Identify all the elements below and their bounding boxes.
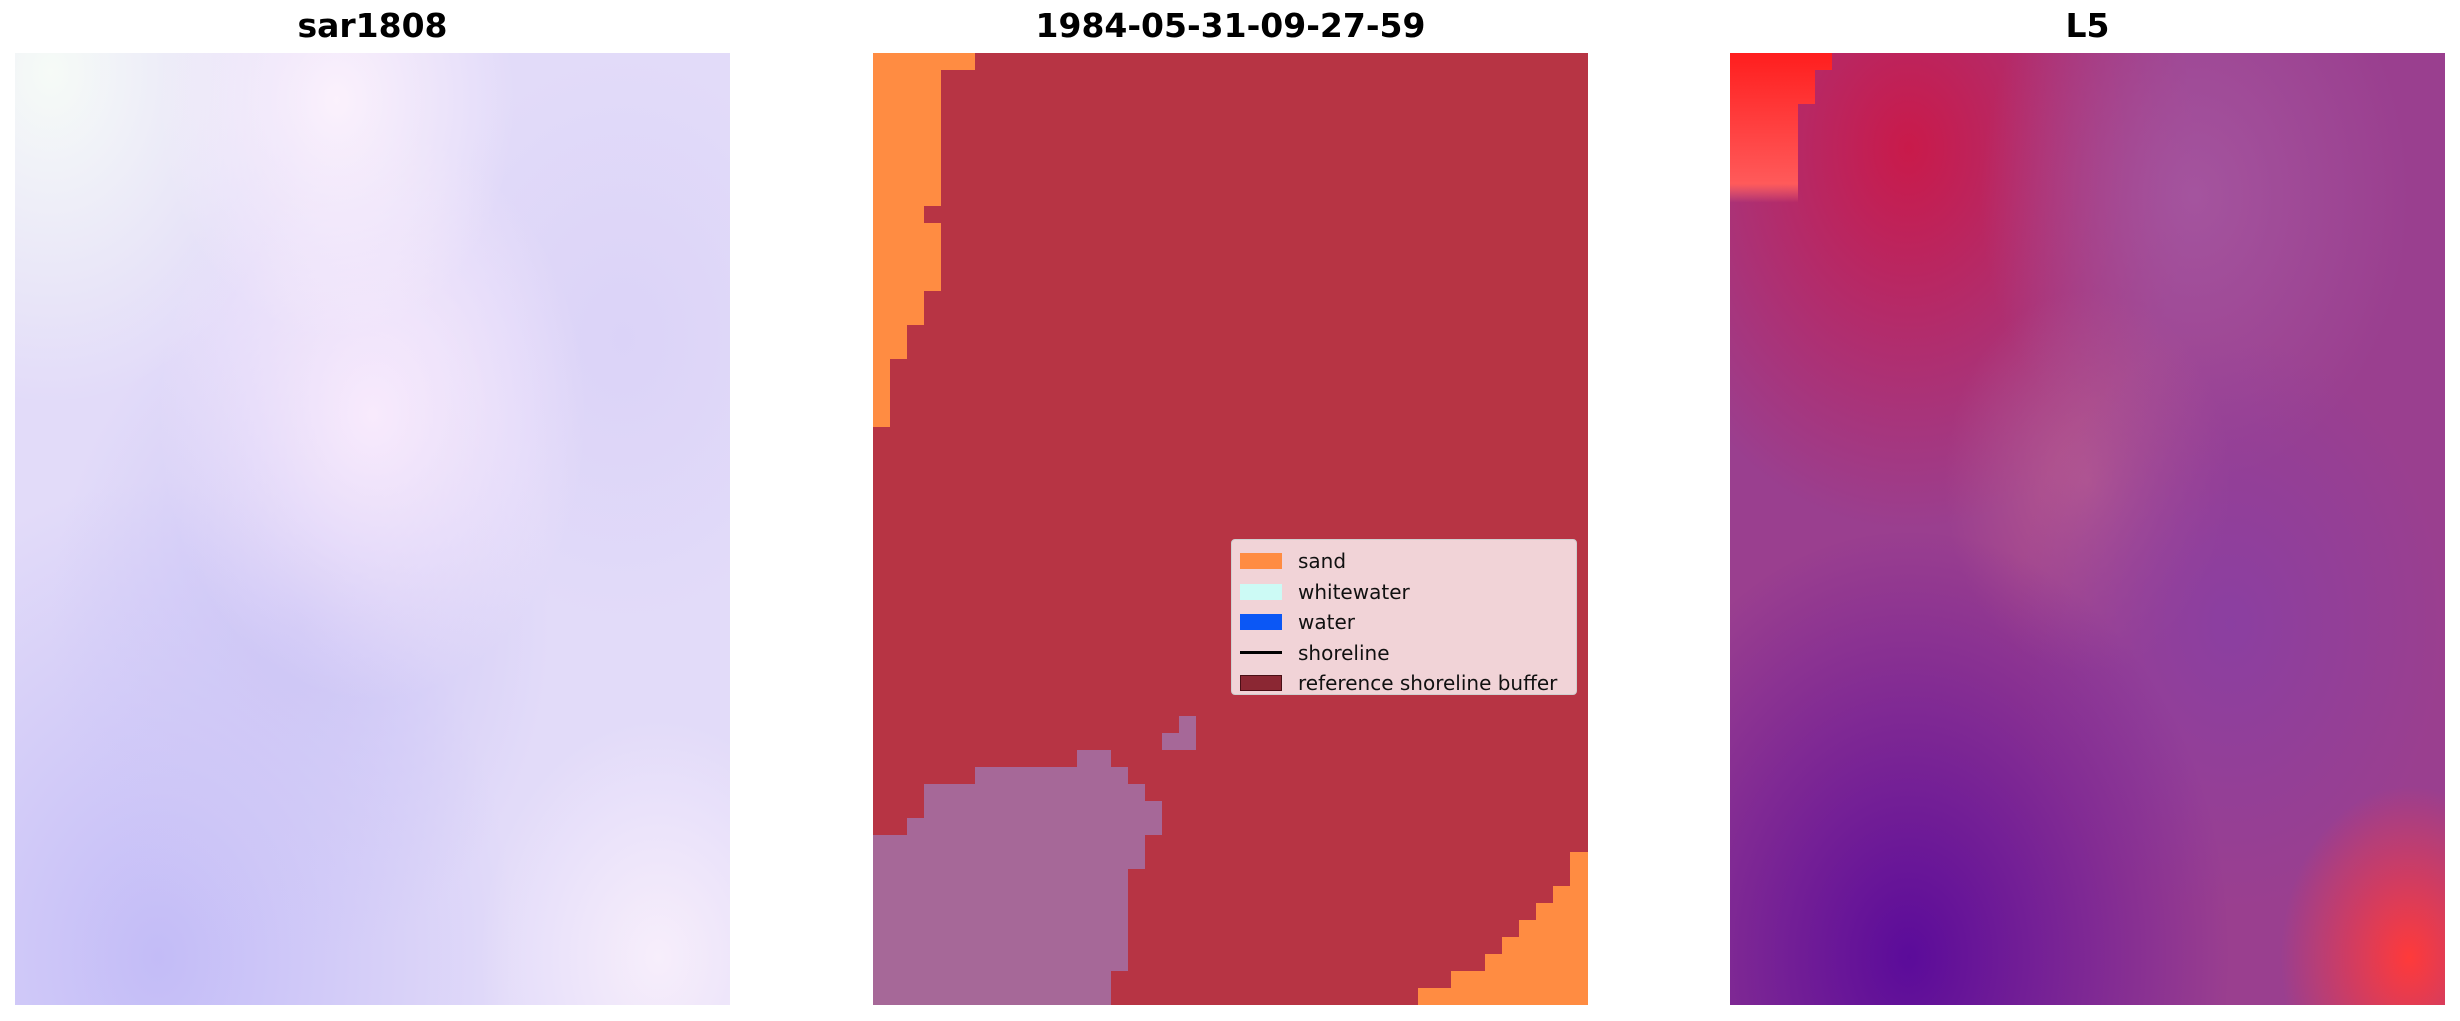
sand-region-left — [873, 53, 975, 427]
legend: sand whitewater water shoreline referenc… — [1231, 539, 1577, 695]
l5-bright-strip — [1730, 53, 1832, 427]
classification-image — [873, 53, 1588, 1005]
legend-label: sand — [1298, 549, 1347, 574]
legend-label: reference shoreline buffer — [1298, 671, 1558, 696]
sand-swatch — [1240, 553, 1282, 570]
legend-item-buffer: reference shoreline buffer — [1240, 668, 1568, 699]
whitewater-swatch — [1240, 583, 1282, 600]
mauve-region — [873, 750, 1162, 1005]
sar-image-canvas — [15, 53, 730, 1005]
panel-title-sar: sar1808 — [297, 6, 448, 45]
sar-image — [15, 53, 730, 1005]
legend-item-water: water — [1240, 607, 1568, 638]
l5-image-canvas — [1730, 53, 2445, 1005]
classification-canvas — [873, 53, 1588, 1005]
buffer-swatch — [1240, 675, 1282, 692]
legend-label: water — [1298, 610, 1355, 635]
legend-item-sand: sand — [1240, 546, 1568, 577]
l5-image — [1730, 53, 2445, 1005]
mauve-blob-small — [1162, 716, 1196, 750]
legend-item-whitewater: whitewater — [1240, 577, 1568, 608]
panel-title-date: 1984-05-31-09-27-59 — [1035, 6, 1426, 45]
legend-label: whitewater — [1298, 579, 1410, 604]
water-swatch — [1240, 614, 1282, 631]
legend-label: shoreline — [1298, 640, 1390, 665]
panel-title-l5: L5 — [2065, 6, 2110, 45]
legend-item-shoreline: shoreline — [1240, 638, 1568, 669]
shoreline-line-swatch — [1240, 651, 1282, 655]
sand-region-right — [1418, 852, 1588, 1005]
